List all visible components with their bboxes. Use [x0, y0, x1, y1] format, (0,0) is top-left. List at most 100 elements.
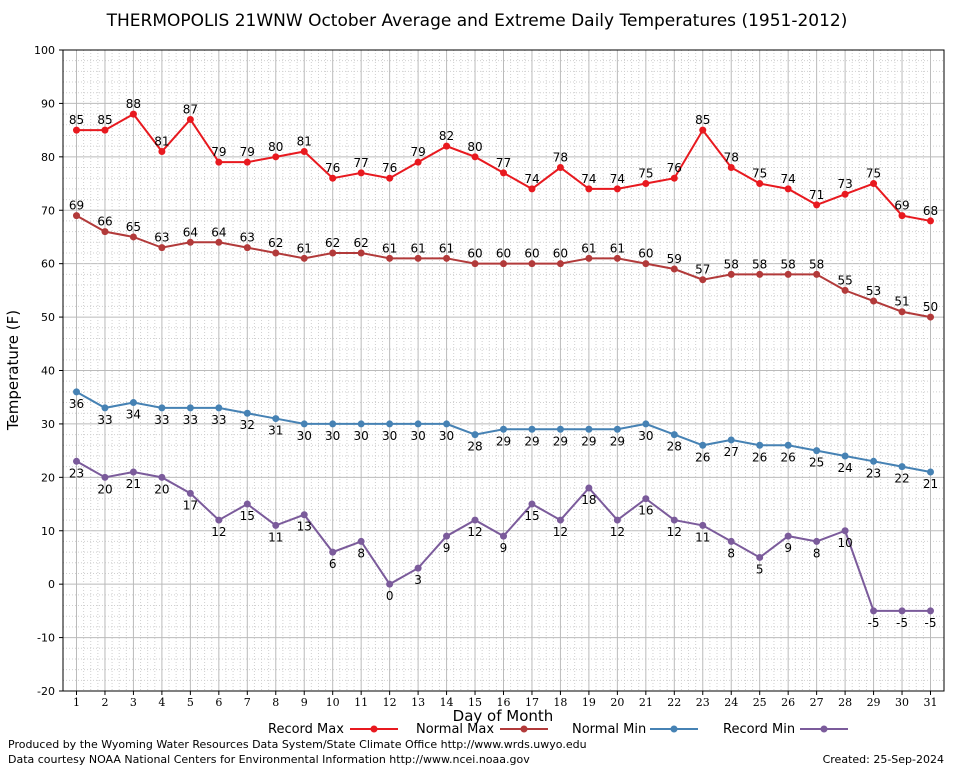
data-label-normal-min: 30	[638, 429, 653, 443]
data-point-normal-min	[300, 420, 308, 428]
data-point-record-max	[158, 147, 166, 155]
data-point-record-max	[186, 115, 194, 123]
data-label-record-min: 13	[297, 520, 312, 534]
data-point-record-min	[699, 521, 707, 529]
data-point-record-max	[813, 201, 821, 209]
y-tick-label: 60	[41, 258, 55, 271]
data-label-record-min: 12	[553, 525, 568, 539]
data-point-record-min	[186, 489, 194, 497]
y-axis-label: Temperature (F)	[4, 310, 22, 431]
data-point-record-min	[158, 473, 166, 481]
data-label-record-max: 79	[410, 145, 425, 159]
data-label-record-min: 9	[443, 541, 451, 555]
data-label-normal-max: 58	[752, 257, 767, 271]
data-point-normal-max	[528, 260, 536, 268]
x-tick-label: 3	[130, 696, 137, 709]
y-tick-label: -10	[37, 632, 55, 645]
data-point-normal-min	[528, 425, 536, 433]
data-point-record-max	[73, 126, 80, 134]
data-label-normal-max: 60	[467, 247, 482, 261]
data-point-normal-max	[727, 270, 735, 278]
x-tick-label: 19	[582, 696, 596, 709]
data-label-record-min: 17	[183, 498, 198, 512]
data-point-record-min	[585, 484, 593, 492]
data-point-normal-min	[727, 436, 735, 444]
data-label-record-max: 77	[496, 156, 511, 170]
data-point-normal-max	[813, 270, 821, 278]
data-point-normal-min	[272, 415, 280, 423]
data-point-record-min	[898, 607, 906, 615]
x-tick-label: 8	[272, 696, 279, 709]
data-point-record-min	[870, 607, 878, 615]
data-point-record-min	[386, 580, 394, 588]
data-point-record-min	[841, 527, 849, 535]
data-label-normal-max: 61	[297, 241, 312, 255]
data-point-normal-min	[414, 420, 422, 428]
x-tick-label: 9	[301, 696, 308, 709]
y-tick-label: 0	[48, 578, 55, 591]
y-tick-label: 90	[41, 97, 55, 110]
data-label-record-min: 12	[610, 525, 625, 539]
data-label-record-min: 5	[756, 562, 764, 576]
x-tick-label: 1	[73, 696, 80, 709]
data-point-normal-min	[670, 431, 678, 439]
data-point-record-max	[414, 158, 422, 166]
data-label-normal-min: 33	[154, 413, 169, 427]
data-label-record-max: 87	[183, 102, 198, 116]
data-point-normal-min	[699, 441, 707, 449]
data-point-normal-min	[556, 425, 564, 433]
data-point-normal-max	[927, 313, 934, 321]
data-label-normal-max: 62	[354, 236, 369, 250]
data-label-record-min: -5	[925, 616, 937, 630]
data-label-record-max: 79	[240, 145, 255, 159]
data-label-normal-max: 63	[154, 231, 169, 245]
data-point-normal-min	[642, 420, 650, 428]
series-record-max: 85 85 88 81 87 79 79 80 81 76 77 76 79 82 80 77 74 78 74 74…	[69, 97, 938, 225]
data-label-record-max: 74	[581, 172, 596, 186]
data-label-record-min: 15	[240, 509, 255, 523]
data-label-normal-min: 30	[325, 429, 340, 443]
data-point-normal-max	[784, 270, 792, 278]
data-point-record-max	[870, 180, 878, 188]
data-point-normal-min	[585, 425, 593, 433]
data-point-normal-max	[841, 286, 849, 294]
data-label-record-max: 85	[69, 113, 84, 127]
data-label-record-min: 11	[268, 530, 283, 544]
footer-credit-data: Data courtesy NOAA National Centers for …	[8, 753, 530, 766]
data-point-record-min	[243, 500, 251, 508]
legend-item-normal-min: Normal Min	[572, 722, 698, 737]
data-label-normal-max: 60	[524, 247, 539, 261]
data-label-normal-min: 33	[211, 413, 226, 427]
data-label-record-max: 74	[524, 172, 539, 186]
data-point-record-max	[898, 212, 906, 220]
data-point-record-min	[528, 500, 536, 508]
data-label-record-min: 18	[581, 493, 596, 507]
data-point-normal-max	[414, 254, 422, 262]
data-label-normal-max: 51	[894, 295, 909, 309]
legend-marker	[520, 725, 528, 733]
data-label-record-max: 74	[781, 172, 796, 186]
data-point-normal-max	[272, 249, 280, 257]
data-point-record-min	[300, 511, 308, 519]
data-point-normal-min	[73, 388, 80, 396]
data-label-normal-min: 30	[354, 429, 369, 443]
data-label-normal-min: 27	[724, 445, 739, 459]
data-label-normal-max: 57	[695, 263, 710, 277]
data-point-normal-min	[386, 420, 394, 428]
y-tick-label: -20	[37, 685, 55, 698]
data-point-record-max	[243, 158, 251, 166]
data-point-record-max	[556, 164, 564, 172]
y-tick-label: 50	[41, 311, 55, 324]
data-label-record-max: 81	[297, 134, 312, 148]
data-point-normal-max	[670, 265, 678, 273]
data-point-record-max	[500, 169, 507, 177]
data-label-normal-min: 32	[240, 418, 255, 432]
x-tick-label: 2	[101, 696, 108, 709]
data-point-normal-max	[186, 238, 194, 246]
data-point-normal-min	[898, 463, 906, 471]
data-label-record-min: 23	[69, 466, 84, 480]
data-point-normal-min	[500, 425, 507, 433]
x-tick-label: 5	[187, 696, 194, 709]
x-tick-label: 20	[610, 696, 624, 709]
